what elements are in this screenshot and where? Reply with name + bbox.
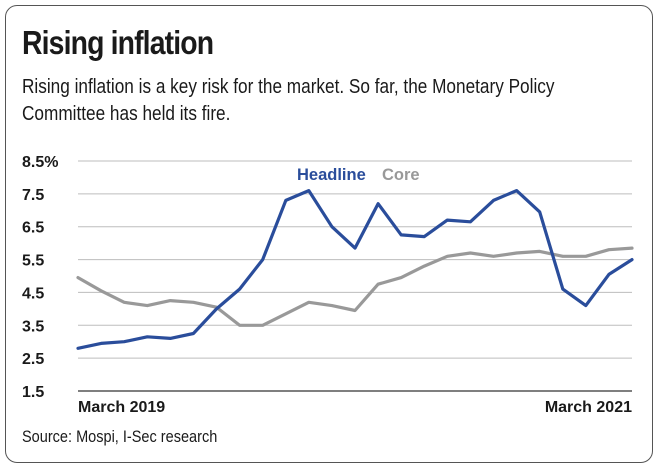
- x-tick-label: March 2021: [545, 399, 632, 416]
- legend-core: Core: [382, 166, 420, 184]
- y-tick-label: 2.5: [22, 351, 44, 368]
- chart-title: Rising inflation: [22, 24, 214, 61]
- source-note: Source: Mospi, I-Sec research: [22, 428, 218, 446]
- y-tick-label: 7.5: [22, 187, 44, 204]
- y-tick-label: 3.5: [22, 318, 44, 335]
- series-line-core: [76, 246, 634, 327]
- legend-headline: Headline: [297, 166, 366, 184]
- x-tick-label: March 2019: [78, 399, 165, 416]
- y-tick-label: 8.5%: [22, 154, 58, 171]
- series-line-headline: [76, 189, 634, 350]
- y-tick-label: 4.5: [22, 285, 44, 302]
- chart-frame: [5, 5, 653, 463]
- chart-subtitle: Rising inflation is a key risk for the m…: [22, 76, 555, 125]
- y-tick-label: 1.5: [22, 384, 44, 401]
- y-tick-label: 6.5: [22, 220, 44, 237]
- y-tick-label: 5.5: [22, 253, 44, 270]
